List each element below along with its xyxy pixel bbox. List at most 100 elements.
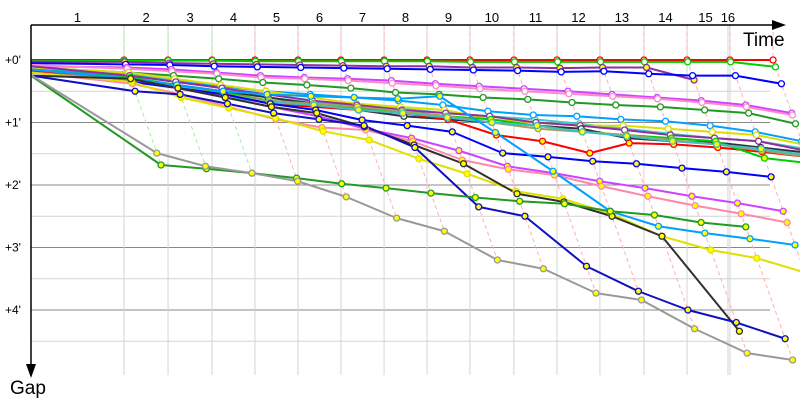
data-point [757, 145, 765, 153]
data-point [432, 81, 440, 90]
data-point [340, 64, 348, 72]
data-point [448, 128, 456, 136]
data-point [174, 84, 182, 92]
y-tick-label: +0' [5, 53, 21, 67]
data-point [469, 66, 478, 74]
data-point [586, 149, 594, 157]
data-point [653, 95, 662, 103]
data-point [771, 63, 780, 71]
data-point [354, 106, 363, 114]
data-point [753, 254, 761, 262]
series-line [30, 71, 772, 178]
data-point [625, 139, 633, 147]
data-point [573, 112, 581, 120]
data-point [248, 169, 256, 177]
data-point [788, 356, 797, 364]
data-point [746, 235, 754, 243]
data-point [440, 227, 449, 235]
data-point [131, 87, 139, 95]
data-point [707, 246, 715, 254]
data-point [701, 229, 709, 237]
data-point [315, 115, 323, 124]
lap-dash-line [383, 25, 445, 232]
x-axis-title: Time [743, 30, 785, 51]
data-point [382, 184, 390, 192]
data-point [388, 79, 396, 87]
data-point [731, 71, 740, 80]
data-point [263, 90, 271, 99]
data-point [411, 143, 419, 152]
time-axis-arrow-icon [772, 20, 786, 30]
data-point [678, 164, 686, 172]
data-point [783, 218, 791, 227]
data-point [708, 128, 716, 136]
data-point [726, 58, 735, 66]
data-point [463, 170, 471, 178]
data-point [600, 67, 608, 75]
data-point [301, 75, 309, 83]
data-point [658, 232, 666, 240]
data-point [459, 160, 468, 168]
data-point [303, 81, 311, 89]
data-point [713, 140, 721, 149]
data-point [443, 113, 451, 122]
data-point [455, 146, 463, 155]
data-point [737, 210, 745, 218]
lap-tick-label: 10 [485, 10, 499, 25]
data-point [744, 109, 753, 117]
lap-tick-label: 13 [615, 10, 629, 25]
data-point [360, 121, 368, 130]
data-point [176, 90, 184, 99]
data-point [788, 111, 797, 119]
lap-tick-label: 4 [230, 10, 237, 25]
series-line [30, 71, 800, 273]
data-point [560, 200, 569, 208]
lap-tick-label: 9 [445, 10, 452, 25]
data-point [767, 173, 775, 181]
data-point [383, 65, 391, 73]
data-point [632, 160, 641, 168]
data-point [337, 180, 346, 188]
lap-dash-line [513, 25, 597, 294]
data-point [253, 63, 262, 71]
data-point [399, 109, 407, 117]
data-point [644, 192, 652, 200]
data-point [403, 121, 411, 130]
data-point [313, 109, 321, 117]
data-point [722, 168, 731, 176]
y-tick-label: +1' [5, 116, 21, 130]
data-point [479, 93, 487, 102]
data-point [391, 88, 400, 97]
data-point [471, 193, 480, 202]
data-point [521, 212, 529, 220]
data-point [654, 222, 663, 230]
series-line [30, 68, 796, 246]
data-point [668, 137, 677, 145]
data-point [504, 165, 513, 174]
data-point [529, 111, 537, 119]
data-point [589, 157, 597, 165]
data-point [700, 106, 709, 114]
data-point [223, 100, 232, 108]
data-point [690, 325, 699, 333]
data-point [544, 153, 552, 161]
data-point [344, 76, 352, 85]
data-point [297, 63, 305, 72]
data-point [578, 128, 586, 136]
data-point [513, 190, 521, 198]
data-point [645, 70, 653, 78]
data-point [476, 85, 484, 93]
gap-axis-arrow-icon [26, 364, 36, 378]
data-point [347, 84, 355, 92]
lap-tick-label: 1 [74, 10, 81, 25]
data-point [735, 327, 744, 335]
lap-tick-label: 12 [571, 10, 585, 25]
tick-labels: +0'+1'+2'+3'+4'1 2 3 4 5 6 7 8 9 10 11 12 13 14 15 16 [5, 10, 735, 317]
lap-tick-label: 6 [316, 10, 323, 25]
data-point [781, 335, 789, 343]
data-point [664, 125, 672, 133]
data-point [777, 80, 786, 88]
lap-tick-label: 15 [698, 10, 712, 25]
data-point [426, 65, 434, 74]
series-line [30, 71, 788, 224]
